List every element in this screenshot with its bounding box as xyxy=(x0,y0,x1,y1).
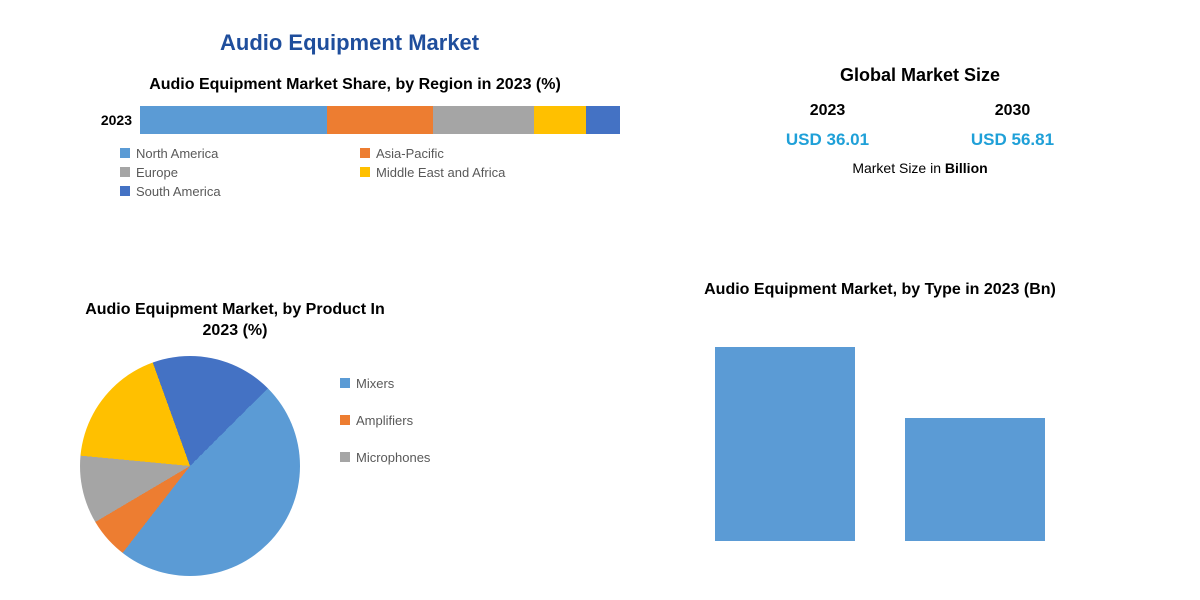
gms-value-0: USD 36.01 xyxy=(786,130,869,150)
page-title: Audio Equipment Market xyxy=(220,30,479,56)
legend-item: Europe xyxy=(120,165,360,180)
gms-year-1: 2030 xyxy=(995,102,1031,120)
legend-swatch xyxy=(360,167,370,177)
legend-label: Europe xyxy=(136,165,178,180)
region-seg xyxy=(534,106,587,134)
legend-swatch xyxy=(340,452,350,462)
legend-label: Amplifiers xyxy=(356,413,413,428)
global-market-size: Global Market Size 2023 2030 USD 36.01 U… xyxy=(735,65,1105,176)
type-bar-chart: Audio Equipment Market, by Type in 2023 … xyxy=(650,280,1110,541)
legend-swatch xyxy=(120,186,130,196)
region-seg xyxy=(327,106,433,134)
product-pie-chart: Audio Equipment Market, by Product In 20… xyxy=(80,300,630,576)
pie-graphic xyxy=(80,356,300,576)
pie-legend: Mixers Amplifiers Microphones xyxy=(340,376,430,576)
legend-item: Middle East and Africa xyxy=(360,165,600,180)
gms-year-0: 2023 xyxy=(810,102,846,120)
region-stacked-bar xyxy=(140,106,620,134)
legend-item: North America xyxy=(120,146,360,161)
legend-item: Mixers xyxy=(340,376,430,391)
region-seg xyxy=(140,106,327,134)
legend-swatch xyxy=(360,148,370,158)
region-share-chart: Audio Equipment Market Share, by Region … xyxy=(90,75,620,203)
legend-label: North America xyxy=(136,146,218,161)
gms-subtitle: Market Size in Billion xyxy=(735,160,1105,176)
legend-label: South America xyxy=(136,184,221,199)
legend-swatch xyxy=(340,378,350,388)
gms-title: Global Market Size xyxy=(735,65,1105,86)
legend-label: Microphones xyxy=(356,450,430,465)
product-pie-title: Audio Equipment Market, by Product In 20… xyxy=(80,300,390,342)
gms-values-row: USD 36.01 USD 56.81 xyxy=(735,130,1105,150)
gms-sub-bold: Billion xyxy=(945,160,988,176)
legend-swatch xyxy=(120,148,130,158)
gms-value-1: USD 56.81 xyxy=(971,130,1054,150)
type-bar xyxy=(715,347,855,541)
legend-item: Asia-Pacific xyxy=(360,146,600,161)
region-share-title: Audio Equipment Market Share, by Region … xyxy=(90,75,620,96)
gms-sub-prefix: Market Size in xyxy=(852,160,945,176)
region-seg xyxy=(433,106,534,134)
legend-item: Amplifiers xyxy=(340,413,430,428)
type-bar-title: Audio Equipment Market, by Type in 2023 … xyxy=(650,280,1110,301)
legend-swatch xyxy=(340,415,350,425)
region-share-bar-row: 2023 xyxy=(90,106,620,134)
type-bars-area xyxy=(650,321,1110,541)
legend-label: Asia-Pacific xyxy=(376,146,444,161)
legend-swatch xyxy=(120,167,130,177)
region-seg xyxy=(586,106,620,134)
product-pie-body: Mixers Amplifiers Microphones xyxy=(80,356,630,576)
legend-item: Microphones xyxy=(340,450,430,465)
region-legend: North America Asia-Pacific Europe Middle Ea… xyxy=(90,146,620,203)
region-year-label: 2023 xyxy=(90,112,140,128)
type-bar xyxy=(905,418,1045,541)
legend-label: Middle East and Africa xyxy=(376,165,505,180)
legend-item: South America xyxy=(120,184,360,199)
gms-years-row: 2023 2030 xyxy=(735,102,1105,120)
legend-label: Mixers xyxy=(356,376,394,391)
